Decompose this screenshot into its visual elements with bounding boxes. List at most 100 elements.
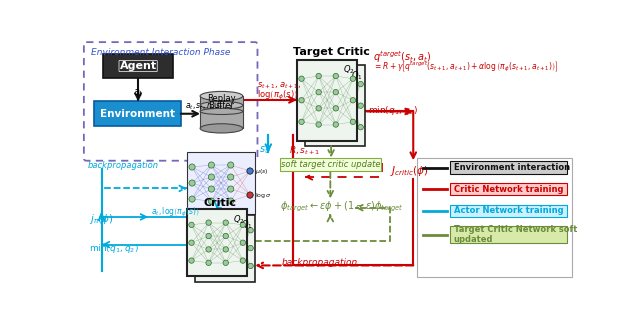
Circle shape [358, 81, 364, 87]
Text: $q^{target}(s_t, a_t)$: $q^{target}(s_t, a_t)$ [373, 49, 431, 65]
Circle shape [223, 220, 228, 225]
Circle shape [231, 252, 236, 257]
Text: Critic: Critic [203, 198, 236, 208]
Text: $Q_1$: $Q_1$ [241, 219, 253, 231]
Circle shape [307, 81, 312, 87]
Circle shape [223, 260, 228, 265]
Text: $\mu(s)$: $\mu(s)$ [255, 167, 269, 175]
Circle shape [333, 122, 339, 127]
Circle shape [196, 245, 202, 251]
Circle shape [189, 196, 195, 202]
Circle shape [341, 79, 346, 84]
Circle shape [324, 127, 329, 133]
Circle shape [316, 73, 321, 79]
Circle shape [307, 103, 312, 108]
Circle shape [324, 95, 329, 100]
Circle shape [299, 98, 304, 103]
Circle shape [189, 258, 194, 263]
Circle shape [231, 239, 236, 244]
Circle shape [316, 90, 321, 95]
FancyBboxPatch shape [297, 60, 358, 141]
Circle shape [228, 186, 234, 192]
Text: $\log\!\left(\pi_\phi(s)\right)$: $\log\!\left(\pi_\phi(s)\right)$ [257, 88, 298, 101]
Ellipse shape [200, 108, 243, 115]
Circle shape [214, 265, 219, 271]
Circle shape [358, 124, 364, 130]
Text: $R, s_{t+1}$: $R, s_{t+1}$ [289, 145, 321, 157]
FancyBboxPatch shape [94, 101, 180, 126]
Circle shape [248, 245, 253, 251]
Text: Replay: Replay [207, 94, 236, 103]
Circle shape [228, 198, 234, 204]
Text: backpropagation: backpropagation [282, 258, 358, 267]
Text: $= R + \gamma\left[q^{target}(s_{t+1},a_{t+1}) + \alpha\log\left(\pi_\phi(s_{t+1: $= R + \gamma\left[q^{target}(s_{t+1},a_… [373, 60, 558, 74]
FancyBboxPatch shape [103, 54, 173, 78]
Circle shape [350, 76, 356, 81]
Circle shape [231, 225, 236, 231]
Circle shape [333, 90, 339, 95]
Circle shape [299, 76, 304, 81]
Text: Environment interaction: Environment interaction [454, 163, 570, 172]
Circle shape [228, 162, 234, 168]
Circle shape [206, 233, 211, 239]
FancyBboxPatch shape [305, 65, 365, 146]
Text: $Q_1$: $Q_1$ [351, 69, 363, 82]
Circle shape [208, 162, 214, 168]
Circle shape [189, 222, 194, 227]
Circle shape [206, 260, 211, 265]
Circle shape [240, 222, 246, 227]
Circle shape [189, 164, 195, 170]
Circle shape [299, 119, 304, 124]
Text: Buffer: Buffer [209, 101, 234, 110]
Text: $\min(q_1, q_2)$: $\min(q_1, q_2)$ [90, 242, 139, 255]
FancyBboxPatch shape [195, 215, 255, 282]
Text: Critic Network training: Critic Network training [454, 185, 563, 194]
Ellipse shape [200, 101, 243, 109]
Circle shape [214, 252, 219, 257]
Text: $s_{t+1}, a_{t+1},$: $s_{t+1}, a_{t+1},$ [257, 81, 301, 91]
Text: Environment Interaction Phase: Environment Interaction Phase [91, 48, 230, 56]
Text: $\log\sigma$: $\log\sigma$ [255, 190, 272, 200]
Circle shape [189, 240, 194, 245]
Text: $s_t$: $s_t$ [259, 145, 269, 156]
Circle shape [223, 247, 228, 252]
Circle shape [223, 233, 228, 239]
FancyBboxPatch shape [451, 183, 566, 195]
Text: $a_t$: $a_t$ [132, 87, 143, 99]
Text: $a_t, \log\!\left(\pi_\phi(s)\right)$: $a_t, \log\!\left(\pi_\phi(s)\right)$ [151, 206, 200, 219]
Circle shape [214, 239, 219, 244]
Circle shape [247, 168, 253, 174]
Circle shape [358, 103, 364, 108]
Text: soft target critic update: soft target critic update [280, 160, 380, 169]
FancyBboxPatch shape [187, 152, 255, 214]
Circle shape [248, 263, 253, 269]
Circle shape [228, 174, 234, 180]
Ellipse shape [200, 124, 243, 133]
Circle shape [324, 79, 329, 84]
Circle shape [208, 186, 214, 192]
Circle shape [231, 265, 236, 271]
Circle shape [316, 106, 321, 111]
Circle shape [189, 180, 195, 186]
Circle shape [316, 122, 321, 127]
Circle shape [208, 174, 214, 180]
Circle shape [307, 124, 312, 130]
Text: Agent: Agent [120, 61, 157, 71]
Text: Target Critic Network soft
updated: Target Critic Network soft updated [454, 225, 577, 244]
Circle shape [247, 192, 253, 198]
Ellipse shape [200, 92, 243, 101]
Circle shape [248, 227, 253, 233]
Text: $\min(q_1, q_2)$: $\min(q_1, q_2)$ [368, 104, 418, 117]
Circle shape [206, 247, 211, 252]
Text: $Q_2$: $Q_2$ [344, 64, 355, 76]
Circle shape [333, 73, 339, 79]
Text: Actor Network training: Actor Network training [454, 206, 563, 215]
Circle shape [240, 240, 246, 245]
FancyBboxPatch shape [417, 158, 572, 277]
Circle shape [350, 119, 356, 124]
FancyBboxPatch shape [280, 158, 381, 172]
Circle shape [324, 111, 329, 116]
FancyBboxPatch shape [451, 204, 566, 217]
Text: backpropagation: backpropagation [88, 161, 159, 170]
Circle shape [350, 98, 356, 103]
